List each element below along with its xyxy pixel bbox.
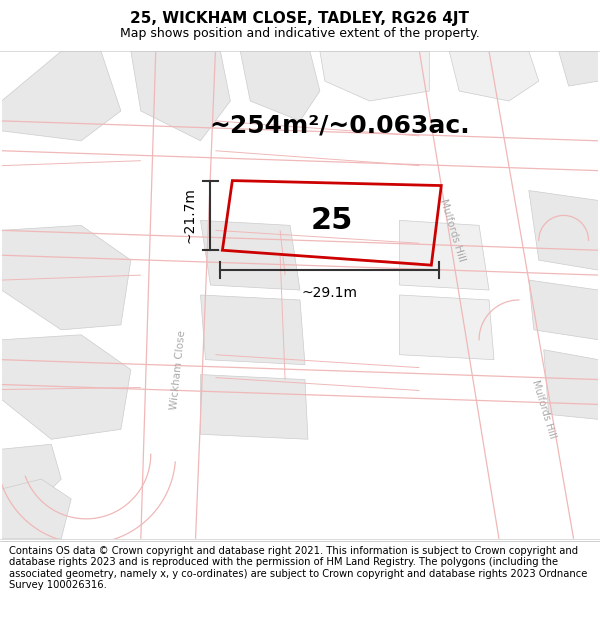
Polygon shape: [241, 51, 320, 121]
Polygon shape: [529, 280, 598, 340]
Text: Mulfords Hill: Mulfords Hill: [530, 379, 557, 440]
Polygon shape: [2, 226, 131, 330]
Polygon shape: [200, 374, 308, 439]
Text: Wickham Close: Wickham Close: [169, 329, 188, 410]
Text: Mulfords Hill: Mulfords Hill: [438, 198, 467, 263]
Text: ~21.7m: ~21.7m: [182, 188, 197, 243]
Text: 25, WICKHAM CLOSE, TADLEY, RG26 4JT: 25, WICKHAM CLOSE, TADLEY, RG26 4JT: [131, 11, 470, 26]
Text: 25: 25: [311, 206, 353, 235]
Polygon shape: [2, 335, 131, 439]
Text: Contains OS data © Crown copyright and database right 2021. This information is : Contains OS data © Crown copyright and d…: [9, 546, 587, 591]
Polygon shape: [544, 350, 598, 419]
Polygon shape: [200, 221, 300, 290]
Polygon shape: [2, 444, 61, 509]
Polygon shape: [559, 51, 598, 86]
Polygon shape: [320, 51, 430, 101]
Polygon shape: [131, 51, 230, 141]
Text: ~29.1m: ~29.1m: [302, 286, 358, 300]
Polygon shape: [200, 295, 305, 364]
Polygon shape: [400, 295, 494, 359]
Text: ~254m²/~0.063ac.: ~254m²/~0.063ac.: [209, 114, 470, 138]
Text: Map shows position and indicative extent of the property.: Map shows position and indicative extent…: [120, 27, 480, 40]
Polygon shape: [400, 221, 489, 290]
Polygon shape: [2, 479, 71, 539]
Polygon shape: [2, 51, 121, 141]
Polygon shape: [449, 51, 539, 101]
Polygon shape: [529, 191, 598, 270]
